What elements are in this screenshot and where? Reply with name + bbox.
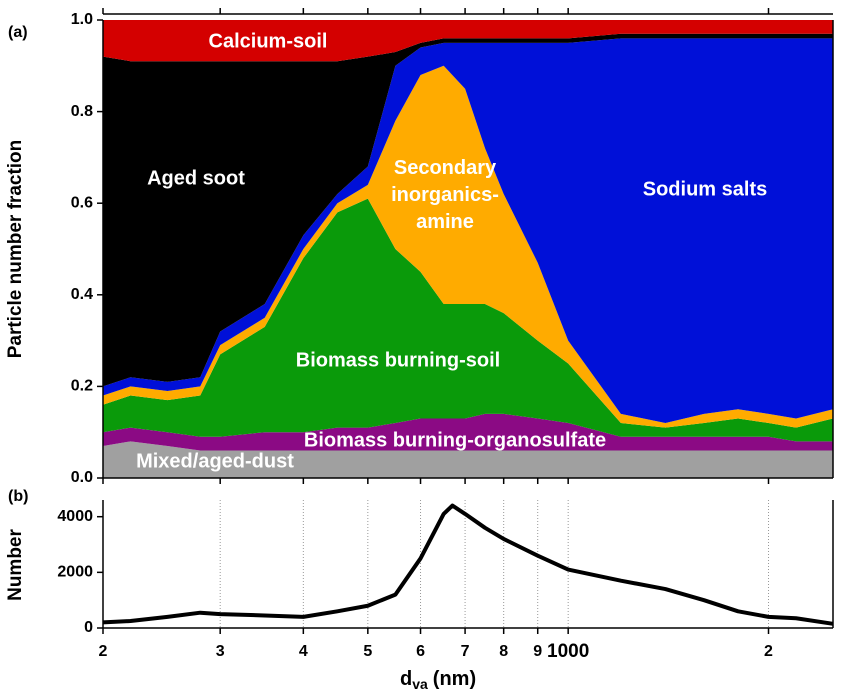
area [103,65,833,428]
series-label: Biomass burning-soil [296,349,500,371]
x-tick-label: 2 [99,643,108,660]
series-label: Biomass burning-organosulfate [304,429,606,451]
y-tick-label: 4000 [57,508,93,525]
series-label-box: Secondary inorganics-amine [391,157,499,233]
panel-label: (a) [8,24,28,41]
x-tick-label: 3 [216,643,225,660]
y-tick-label: 1.0 [71,11,93,28]
x-axis-label-unit: (nm) [433,668,476,690]
x-tick-label: 1000 [547,641,589,662]
x-tick-label: 8 [499,643,508,660]
series-label: Aged soot [147,167,245,189]
panel-label: (b) [8,488,28,505]
series-label: Calcium-soil [209,30,328,52]
x-tick-label: 7 [461,643,470,660]
x-axis-label-sub: va [412,676,428,691]
x-tick-label: 5 [363,643,372,660]
y-tick-label: 0.4 [71,286,93,303]
y-tick-label: 0 [84,619,93,636]
y-tick-label: 0.0 [71,469,93,486]
x-tick-label: 2 [764,643,773,660]
line [102,503,834,626]
area [103,413,833,451]
y-tick-label: 0.8 [71,103,93,120]
x-tick-label: 4 [299,643,308,660]
series-label: Sodium salts [643,178,767,200]
plot-area [103,20,833,478]
y-tick-label: 0.2 [71,378,93,395]
area [103,33,833,387]
y-tick-label: 2000 [57,564,93,581]
series-label: Secondary inorganics-amine [391,157,499,233]
x-axis-label-main: d [400,668,412,690]
series-label: Mixed/aged-dust [136,450,294,472]
area [103,38,833,424]
x-tick-label: 9 [533,643,542,660]
y-tick-label: 0.6 [71,194,93,211]
x-axis-label: dva (nm) [400,668,476,691]
area [103,198,833,442]
x-tick-label: 6 [416,643,425,660]
area [103,20,833,62]
y-axis-label: Number [5,529,26,601]
y-axis-label: Particle number fraction [5,140,26,359]
plot-area [102,500,834,628]
